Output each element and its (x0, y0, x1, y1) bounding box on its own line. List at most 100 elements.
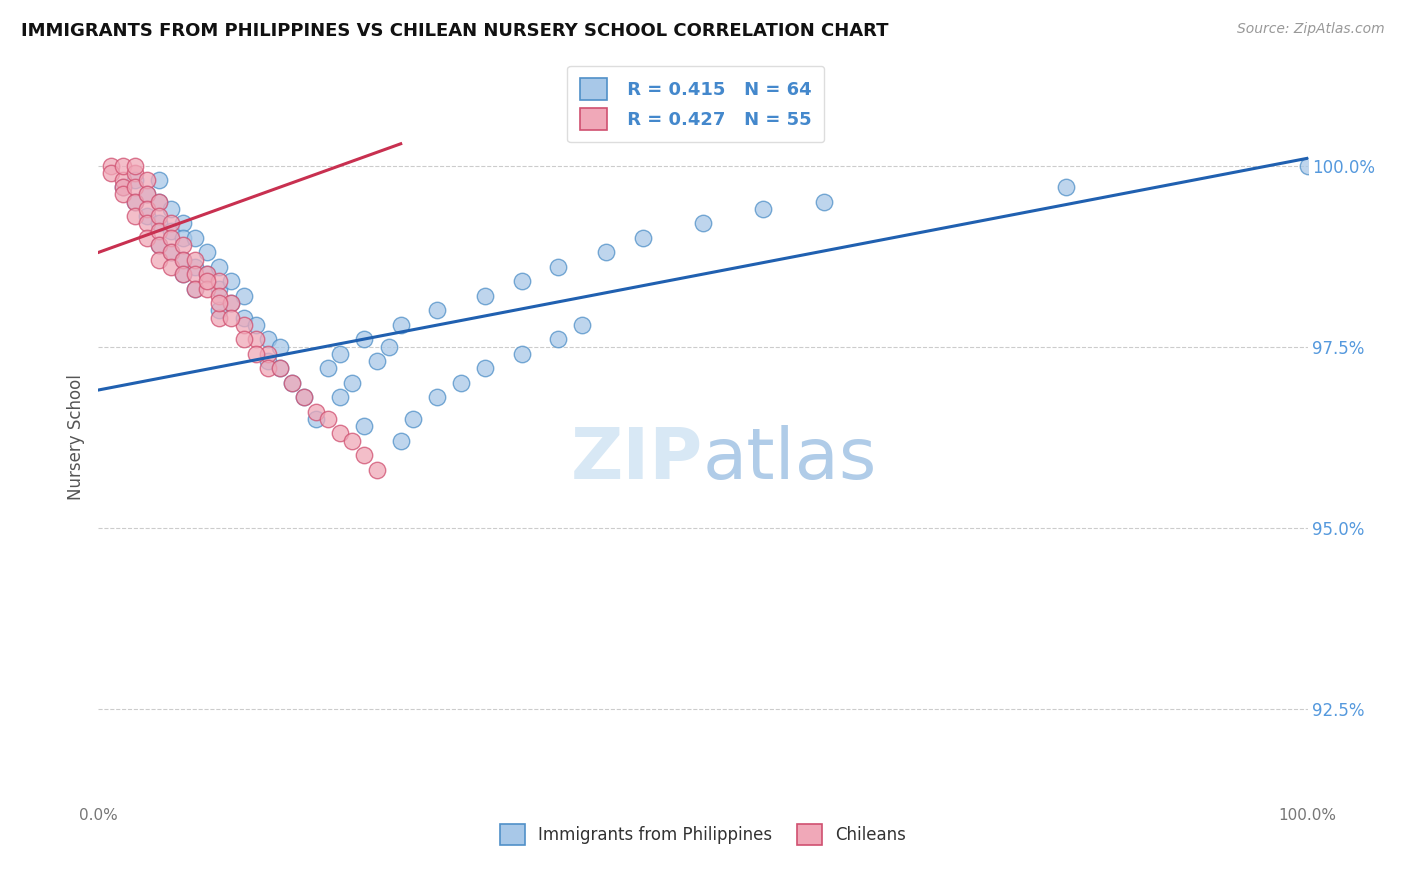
Point (292, 390, 315, 404)
Point (135, 216, 157, 230)
Point (100, 166, 122, 180)
Point (595, 245, 617, 260)
Point (269, 361, 291, 376)
Point (389, 434, 412, 448)
Point (160, 216, 183, 230)
Point (305, 412, 328, 426)
Point (232, 332, 254, 346)
Point (221, 296, 243, 310)
Point (474, 289, 496, 303)
Point (269, 361, 291, 376)
Point (353, 448, 375, 462)
Point (232, 318, 254, 332)
Point (135, 187, 157, 202)
Point (184, 282, 207, 296)
Point (172, 216, 194, 230)
Point (510, 274, 533, 288)
Point (135, 231, 157, 245)
Point (377, 340, 399, 354)
Point (172, 238, 194, 252)
Point (353, 332, 375, 346)
Point (124, 173, 146, 187)
Legend: Immigrants from Philippines, Chileans: Immigrants from Philippines, Chileans (491, 816, 915, 853)
Point (1296, 159, 1319, 173)
Point (245, 347, 267, 361)
Point (111, 173, 134, 187)
Point (221, 274, 243, 288)
Point (124, 180, 146, 194)
Point (692, 216, 714, 230)
Point (184, 282, 207, 296)
Point (329, 390, 352, 404)
Point (184, 252, 207, 267)
Y-axis label: Nursery School: Nursery School (66, 374, 84, 500)
Point (148, 209, 170, 223)
Point (281, 376, 304, 390)
Point (148, 224, 170, 238)
Point (474, 361, 496, 376)
Point (232, 289, 254, 303)
Point (547, 332, 569, 346)
Point (329, 426, 352, 441)
Point (245, 318, 267, 332)
Point (111, 180, 134, 194)
Point (148, 252, 170, 267)
Point (631, 231, 654, 245)
Point (124, 166, 146, 180)
Point (245, 332, 267, 346)
Point (256, 332, 278, 346)
Point (195, 267, 218, 281)
Point (342, 434, 364, 448)
Point (366, 463, 388, 477)
Point (195, 245, 218, 260)
Point (281, 376, 304, 390)
Point (389, 318, 412, 332)
Point (148, 194, 170, 209)
Point (111, 180, 134, 194)
Point (571, 318, 593, 332)
Point (148, 216, 170, 230)
Point (208, 274, 231, 288)
Point (547, 260, 569, 274)
Point (172, 267, 194, 281)
Point (256, 347, 278, 361)
Point (208, 260, 231, 274)
Point (111, 187, 134, 202)
Point (510, 347, 533, 361)
Point (813, 194, 835, 209)
Point (208, 303, 231, 318)
Point (292, 390, 315, 404)
Point (208, 310, 231, 325)
Point (124, 209, 146, 223)
Point (402, 412, 425, 426)
Point (172, 252, 194, 267)
Point (148, 238, 170, 252)
Point (135, 173, 157, 187)
Point (135, 187, 157, 202)
Point (148, 173, 170, 187)
Point (160, 245, 183, 260)
Point (256, 354, 278, 368)
Point (100, 159, 122, 173)
Point (269, 340, 291, 354)
Point (148, 194, 170, 209)
Point (124, 194, 146, 209)
Point (1054, 180, 1077, 194)
Point (208, 296, 231, 310)
Text: IMMIGRANTS FROM PHILIPPINES VS CHILEAN NURSERY SCHOOL CORRELATION CHART: IMMIGRANTS FROM PHILIPPINES VS CHILEAN N… (21, 22, 889, 40)
Point (342, 376, 364, 390)
Point (426, 303, 449, 318)
Point (195, 267, 218, 281)
Point (172, 267, 194, 281)
Point (208, 282, 231, 296)
Point (160, 231, 183, 245)
Point (426, 390, 449, 404)
Point (221, 296, 243, 310)
Point (221, 310, 243, 325)
Point (135, 202, 157, 216)
Point (184, 260, 207, 274)
Text: ZIP: ZIP (571, 425, 703, 493)
Point (124, 194, 146, 209)
Point (208, 289, 231, 303)
Point (172, 252, 194, 267)
